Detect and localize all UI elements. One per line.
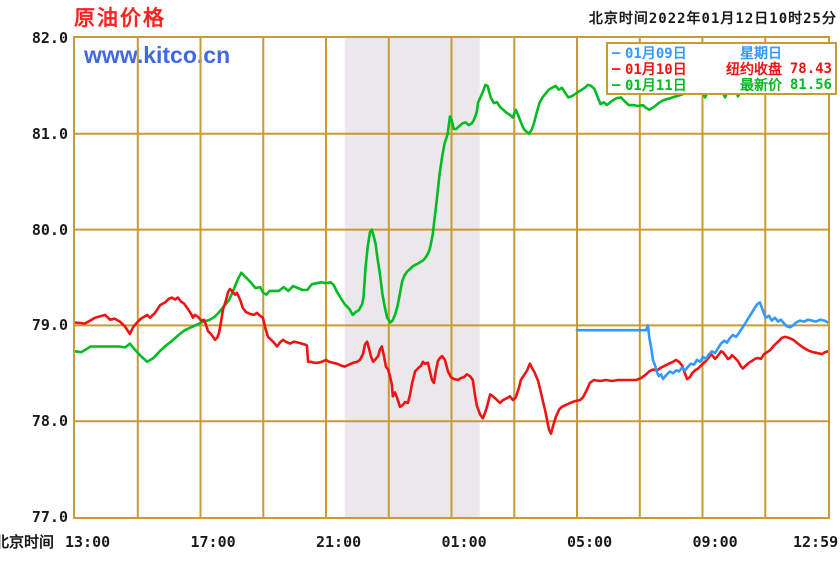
beijing-datetime-label: 北京时间2022年01月12日10时25分 (588, 11, 837, 27)
legend-date: 01月11日 (625, 77, 687, 94)
jan-09-sunday-price-line (575, 301, 828, 381)
kitco-watermark-link[interactable]: www.kitco.cn (84, 42, 231, 68)
legend-label: 星期日 (740, 45, 782, 62)
y-tick-label: 77.0 (31, 508, 68, 526)
y-tick-label: 78.0 (31, 412, 68, 431)
jan-10-ny-close-price-line (75, 287, 828, 436)
x-tick-label: 13:00 (65, 533, 111, 551)
legend-item-jan-10: – 01月10日 纽约收盘 78.43 (612, 60, 832, 78)
y-tick-label: 82.0 (31, 29, 68, 47)
x-tick-label: 01:00 (441, 533, 487, 551)
blue-series-dash-icon: – (612, 44, 621, 61)
x-axis-prefix-label: 北京时间 (0, 533, 55, 551)
legend-label: 纽约收盘 (726, 61, 782, 78)
legend: – 01月09日 星期日 – 01月10日 纽约收盘 78.43 – 01月11… (606, 42, 837, 95)
x-tick-label: 05:00 (567, 533, 613, 551)
green-series-dash-icon: – (612, 76, 621, 93)
x-tick-label: 21:00 (316, 533, 362, 551)
red-series-dash-icon: – (612, 60, 621, 77)
shaded-band (344, 38, 480, 517)
legend-label: 最新价 (740, 77, 782, 94)
x-tick-label: 09:00 (692, 533, 738, 551)
legend-date: 01月10日 (625, 61, 687, 78)
legend-item-jan-09: – 01月09日 星期日 (612, 44, 832, 62)
jan-11-latest-price-line (75, 78, 828, 364)
legend-date: 01月09日 (625, 45, 687, 62)
x-tick-label: 12:59 (793, 533, 839, 551)
price-chart-svg (75, 38, 828, 517)
page-title: 原油价格 (74, 6, 166, 30)
x-tick-label: 17:00 (190, 533, 236, 551)
legend-value: 81.56 (789, 76, 832, 93)
y-tick-label: 81.0 (31, 124, 68, 143)
y-tick-label: 79.0 (31, 316, 68, 335)
y-tick-label: 80.0 (31, 220, 68, 239)
legend-item-jan-11: – 01月11日 最新价 81.56 (612, 76, 832, 94)
plot-area (73, 36, 830, 519)
legend-value: 78.43 (789, 60, 832, 77)
